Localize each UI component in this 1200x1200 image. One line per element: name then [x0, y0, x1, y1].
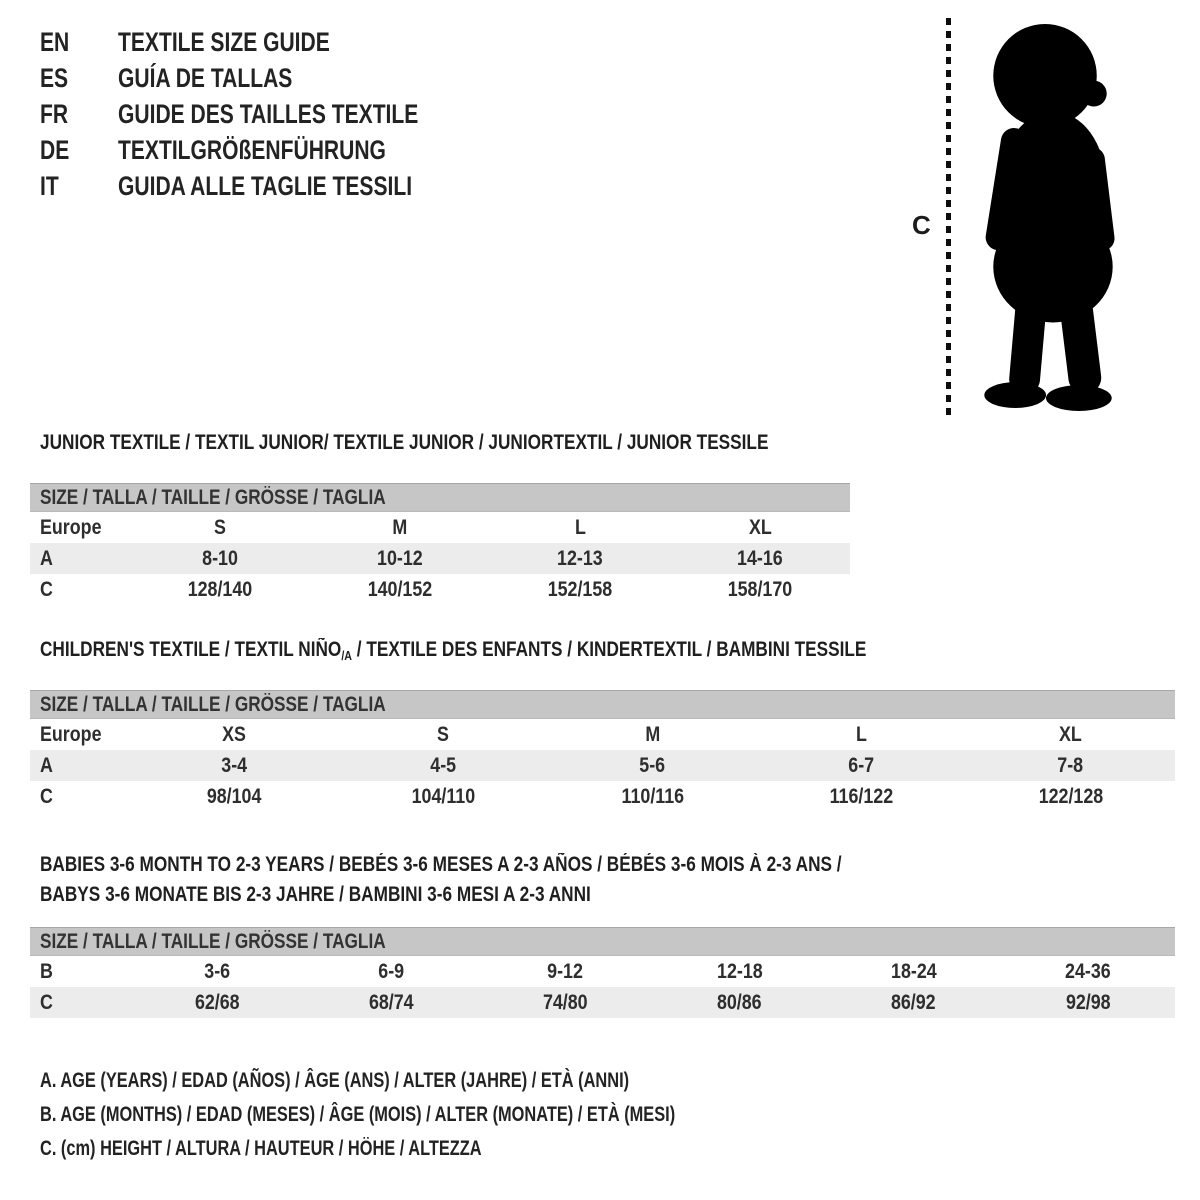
- language-code: EN: [40, 26, 70, 57]
- table-cell: 62/68: [194, 990, 240, 1014]
- table-cell: 14-16: [737, 546, 783, 570]
- table-cell: 104/110: [411, 784, 476, 808]
- language-row: DE TEXTILGRÖßENFÜHRUNG: [40, 132, 503, 168]
- section-heading: BABIES 3-6 MONTH TO 2-3 YEARS / BEBÉS 3-…: [40, 853, 842, 876]
- language-row: ES GUÍA DE TALLAS: [40, 60, 503, 96]
- table-cell: 12-13: [557, 546, 603, 570]
- table-cell: 140/152: [367, 577, 433, 601]
- section-heading: BABYS 3-6 MONATE BIS 2-3 JAHRE / BAMBINI…: [40, 883, 591, 906]
- nino-a-subscript: /A: [341, 648, 352, 663]
- table-cell: 122/128: [1038, 784, 1103, 808]
- table-cell: 4-5: [430, 753, 457, 777]
- table-cell: 7-8: [1057, 753, 1084, 777]
- section-heading: JUNIOR TEXTILE / TEXTIL JUNIOR/ TEXTILE …: [40, 431, 769, 454]
- table-cell: 86/92: [891, 990, 937, 1014]
- table-row: Europe XS S M L XL: [30, 719, 1175, 750]
- table-header: SIZE / TALLA / TAILLE / GRÖSSE / TAGLIA: [30, 690, 1175, 719]
- language-code: DE: [40, 134, 70, 165]
- guide-title: GUIDA ALLE TAGLIE TESSILI: [118, 170, 413, 201]
- table-cell: 158/170: [727, 577, 793, 601]
- row-label: C: [40, 577, 53, 601]
- table-cell: S: [214, 515, 226, 539]
- language-code: FR: [40, 98, 69, 129]
- table-cell: 9-12: [547, 959, 584, 983]
- table-cell: 3-4: [221, 753, 248, 777]
- table-row: A 8-10 10-12 12-13 14-16: [30, 543, 850, 574]
- table-cell: 80/86: [717, 990, 762, 1014]
- table-cell: M: [392, 515, 408, 539]
- table-cell: 152/158: [547, 577, 613, 601]
- table-body: B 3-6 6-9 9-12 12-18 18-24 24-36 C 62/68 68/74 74/…: [30, 956, 1175, 1018]
- table-row: C 128/140 140/152 152/158 158/170: [30, 574, 850, 605]
- table-cell: XL: [1059, 722, 1082, 746]
- language-title-list: EN TEXTILE SIZE GUIDE ES GUÍA DE TALLAS …: [40, 24, 503, 204]
- size-table-babies: SIZE / TALLA / TAILLE / GRÖSSE / TAGLIA …: [30, 927, 1175, 1018]
- language-row: IT GUIDA ALLE TAGLIE TESSILI: [40, 168, 503, 204]
- row-label: Europe: [40, 515, 102, 539]
- section-children: CHILDREN'S TEXTILE / TEXTIL NIÑO/A / TEX…: [30, 637, 1175, 812]
- table-cell: L: [574, 515, 586, 539]
- table-cell: 12-18: [716, 959, 763, 983]
- legend-line-a: A. AGE (YEARS) / EDAD (AÑOS) / ÂGE (ANS)…: [40, 1069, 630, 1092]
- language-row: FR GUIDE DES TAILLES TEXTILE: [40, 96, 503, 132]
- table-header: SIZE / TALLA / TAILLE / GRÖSSE / TAGLIA: [30, 483, 850, 512]
- table-cell: M: [645, 722, 660, 746]
- language-row: EN TEXTILE SIZE GUIDE: [40, 24, 503, 60]
- table-cell: 10-12: [377, 546, 423, 570]
- height-figure: C: [900, 0, 1170, 430]
- height-measure-line: [946, 18, 951, 416]
- table-header: SIZE / TALLA / TAILLE / GRÖSSE / TAGLIA: [30, 927, 1175, 956]
- guide-title: TEXTILGRÖßENFÜHRUNG: [118, 134, 386, 165]
- table-cell: 6-7: [848, 753, 875, 777]
- table-cell: L: [856, 722, 867, 746]
- language-code: IT: [40, 170, 59, 201]
- toddler-silhouette-icon: [984, 23, 1115, 412]
- size-table-children: SIZE / TALLA / TAILLE / GRÖSSE / TAGLIA …: [30, 690, 1175, 812]
- table-cell: 116/122: [829, 784, 894, 808]
- table-cell: 5-6: [639, 753, 666, 777]
- legend: A. AGE (YEARS) / EDAD (AÑOS) / ÂGE (ANS)…: [40, 1064, 854, 1166]
- table-cell: 3-6: [204, 959, 230, 983]
- size-table-junior: SIZE / TALLA / TAILLE / GRÖSSE / TAGLIA …: [30, 483, 850, 605]
- language-code: ES: [40, 62, 69, 93]
- guide-title: GUIDE DES TAILLES TEXTILE: [118, 98, 419, 129]
- table-body: Europe XS S M L XL A 3-4 4-5 5-6 6-7 7-8 C 98/104 104/…: [30, 719, 1175, 812]
- table-cell: 98/104: [207, 784, 262, 808]
- table-row: A 3-4 4-5 5-6 6-7 7-8: [30, 750, 1175, 781]
- table-cell: XL: [748, 515, 772, 539]
- section-heading: CHILDREN'S TEXTILE / TEXTIL NIÑO/A / TEX…: [40, 638, 867, 663]
- guide-title: GUÍA DE TALLAS: [118, 62, 293, 93]
- table-row: C 98/104 104/110 110/116 116/122 122/128: [30, 781, 1175, 812]
- guide-title: TEXTILE SIZE GUIDE: [118, 26, 330, 57]
- legend-line-b: B. AGE (MONTHS) / EDAD (MESES) / ÂGE (MO…: [40, 1103, 676, 1126]
- table-cell: 24-36: [1065, 959, 1111, 983]
- table-row: Europe S M L XL: [30, 512, 850, 543]
- section-junior: JUNIOR TEXTILE / TEXTIL JUNIOR/ TEXTILE …: [30, 430, 850, 605]
- table-cell: 92/98: [1065, 990, 1111, 1014]
- row-label: A: [40, 753, 53, 777]
- table-cell: S: [437, 722, 450, 746]
- table-cell: XS: [222, 722, 247, 746]
- row-label: C: [40, 784, 53, 808]
- row-label: A: [40, 546, 53, 570]
- table-cell: 6-9: [378, 959, 405, 983]
- row-label: C: [40, 990, 53, 1014]
- row-label: B: [40, 959, 53, 983]
- legend-line-c: C. (cm) HEIGHT / ALTURA / HAUTEUR / HÖHE…: [40, 1137, 482, 1160]
- table-body: Europe S M L XL A 8-10 10-12 12-13 14-16 C 128/140 1…: [30, 512, 850, 605]
- table-cell: 18-24: [890, 959, 937, 983]
- table-row: C 62/68 68/74 74/80 80/86 86/92 92/98: [30, 987, 1175, 1018]
- section-babies: BABIES 3-6 MONTH TO 2-3 YEARS / BEBÉS 3-…: [30, 850, 1175, 1018]
- table-row: B 3-6 6-9 9-12 12-18 18-24 24-36: [30, 956, 1175, 987]
- table-cell: 110/116: [621, 784, 684, 808]
- table-cell: 8-10: [202, 546, 238, 570]
- table-cell: 128/140: [187, 577, 253, 601]
- table-cell: 74/80: [543, 990, 588, 1014]
- height-label-c: C: [912, 210, 931, 240]
- table-cell: 68/74: [368, 990, 414, 1014]
- row-label: Europe: [40, 722, 102, 746]
